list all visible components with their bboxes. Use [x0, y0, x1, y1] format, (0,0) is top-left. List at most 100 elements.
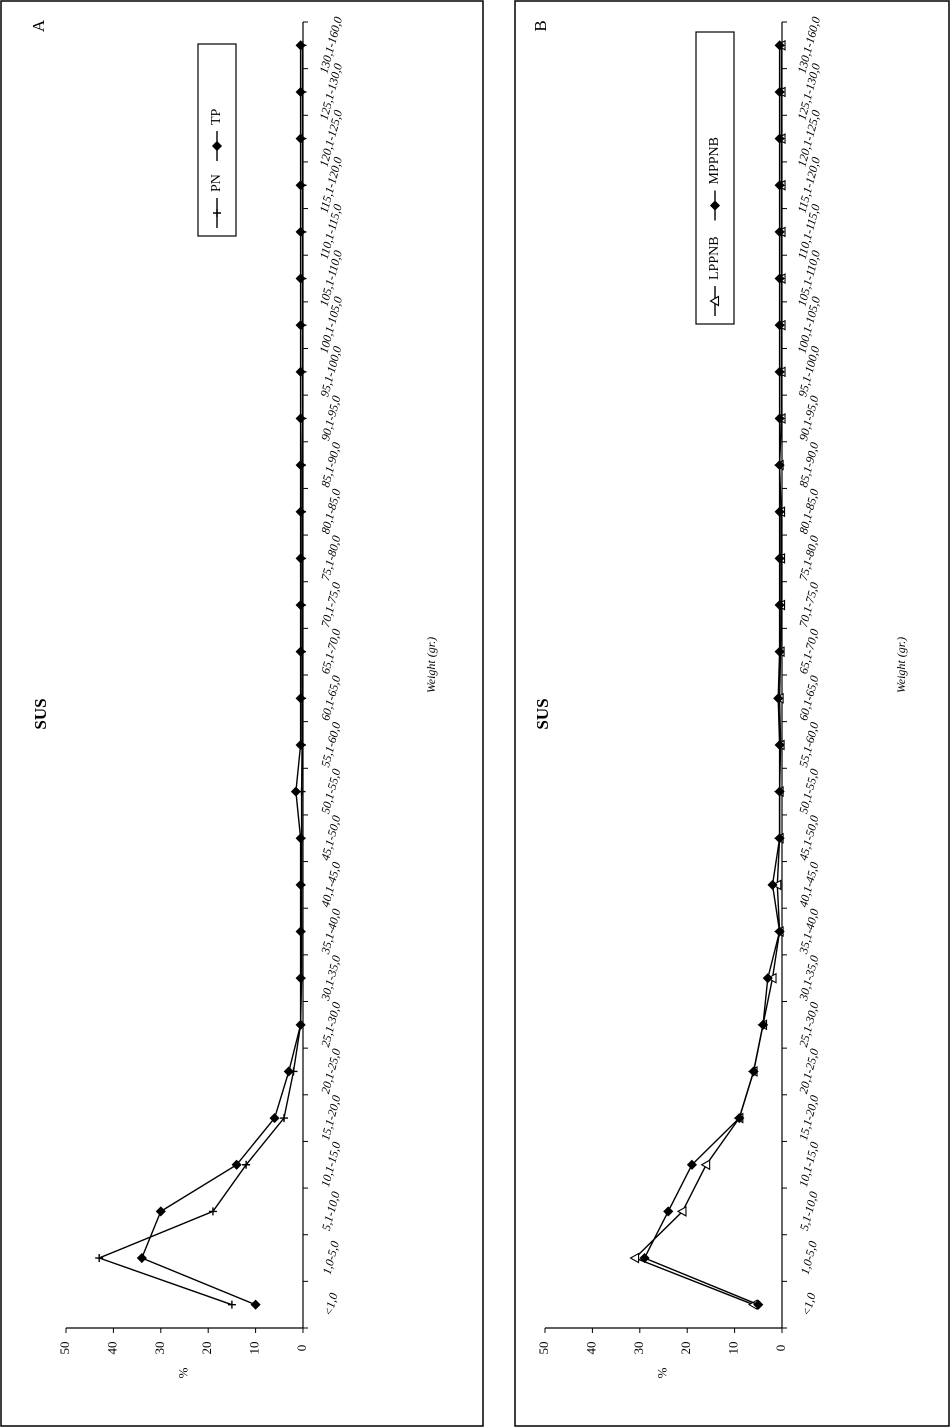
data-point: [295, 833, 306, 844]
category-tick-label: <1,0: [321, 1291, 341, 1317]
data-point: [676, 1205, 687, 1217]
data-point: [774, 553, 785, 564]
category-tick-label: 15,1-20,0: [318, 1094, 343, 1142]
category-tick-label: 85,1-90,0: [318, 441, 343, 489]
data-point: [686, 1159, 698, 1170]
data-point: [774, 366, 785, 377]
data-point: [269, 1113, 280, 1124]
data-point: [295, 879, 306, 890]
value-tick-label: 20: [678, 1342, 693, 1355]
category-tick-label: 25,1-30,0: [318, 1000, 343, 1048]
chart-title: SUS: [533, 698, 552, 729]
panel-frame: [0, 0, 484, 1427]
category-tick-label: 10,1-15,0: [796, 1140, 821, 1188]
data-point: [280, 1114, 289, 1123]
category-tick-label: 60,1-65,0: [796, 674, 821, 722]
value-tick-label: 40: [104, 1342, 119, 1355]
data-point: [136, 1252, 147, 1264]
data-point: [295, 553, 306, 564]
panel-frame: [514, 0, 950, 1427]
data-point: [295, 180, 306, 191]
category-tick-label: 65,1-70,0: [796, 627, 821, 675]
chart-panel-b: B SUS <1,0 1,0-5,0 5,1-10,010,1-15,015,1-20,…: [514, 0, 950, 1427]
category-tick-label: 30,1-35,0: [796, 954, 822, 1003]
value-tick-label: 0: [773, 1345, 788, 1352]
category-tick-label: 55,1-60,0: [796, 721, 821, 769]
category-tick-label: 10,1-15,0: [318, 1140, 343, 1188]
data-point: [774, 506, 785, 517]
data-point: [774, 599, 785, 611]
legend-marker-mppnb: [709, 200, 721, 211]
category-tick-label: 70,1-75,0: [796, 581, 821, 629]
legend: LPPNB MPPNB: [695, 31, 735, 325]
legend-label-pn: PN: [209, 174, 224, 192]
category-axis-label: Weight (gr.): [424, 637, 438, 693]
series-mppnb: [639, 40, 785, 1310]
category-tick-label: 30,1-35,0: [318, 954, 344, 1003]
category-tick-label: 5,1-10,0: [797, 1190, 821, 1232]
category-tick-label: 1,0-5,0: [798, 1239, 820, 1275]
data-point: [295, 86, 306, 98]
series-line-tp: [140, 45, 302, 1306]
data-point: [295, 320, 306, 331]
data-point: [774, 646, 785, 657]
category-tick-label: 25,1-30,0: [796, 1000, 821, 1048]
category-tick-label: 20,1-25,0: [796, 1047, 821, 1095]
value-tick-label: 50: [536, 1342, 551, 1355]
data-point: [295, 226, 306, 237]
data-point: [774, 40, 785, 51]
data-point: [773, 693, 784, 704]
data-point: [748, 1066, 759, 1077]
data-point: [295, 1019, 306, 1030]
category-tick-label: 15,1-20,0: [796, 1094, 821, 1142]
legend-marker-pn: [213, 209, 221, 217]
panel-letter: A: [29, 19, 48, 32]
category-tick-label: 65,1-70,0: [318, 627, 343, 675]
category-tick-label: 55,1-60,0: [318, 721, 343, 769]
data-point: [774, 413, 785, 424]
category-tick-label: 35,1-40,0: [796, 907, 822, 956]
value-tick-label: 50: [57, 1342, 72, 1355]
chart-panel-a: A SUS <1,0 1,0-5,0 5,1-10,010,1-15,015,1-20,…: [0, 0, 484, 1427]
category-tick-label: 75,1-80,0: [318, 534, 343, 582]
category-tick-label: 50,1-55,0: [796, 767, 821, 815]
data-point: [250, 1299, 261, 1310]
legend-label-lppnb: LPPNB: [707, 236, 722, 280]
data-point: [295, 40, 306, 51]
data-point: [774, 180, 785, 191]
data-point: [295, 973, 306, 984]
category-tick-label: 90,1-95,0: [796, 394, 821, 442]
value-tick-label: 0: [294, 1345, 309, 1352]
data-point: [774, 320, 785, 331]
series-line-pn: [97, 45, 304, 1306]
series-line-mppnb: [643, 45, 781, 1306]
legend: PN TP: [197, 43, 237, 237]
chart-title: SUS: [31, 698, 50, 729]
data-point: [762, 973, 773, 984]
data-point: [290, 786, 301, 797]
category-tick-label: 50,1-55,0: [318, 767, 343, 815]
value-tick-label: 30: [631, 1342, 646, 1355]
category-tick-label: 80,1-85,0: [318, 487, 343, 535]
value-tick-label: 10: [247, 1342, 262, 1355]
data-point: [231, 1159, 242, 1170]
category-axis-label: Weight (gr.): [894, 637, 908, 693]
data-point: [95, 1254, 104, 1263]
category-tick-label: 40,1-45,0: [318, 861, 343, 909]
category-tick-label: 80,1-85,0: [796, 487, 821, 535]
data-point: [774, 833, 785, 844]
value-tick-label: 40: [583, 1342, 598, 1355]
value-axis-label: %: [654, 1367, 669, 1378]
legend-label-mppnb: MPPNB: [707, 137, 722, 184]
data-point: [629, 1252, 640, 1264]
data-point: [757, 1019, 769, 1030]
data-point: [663, 1206, 674, 1217]
category-tick-label: 75,1-80,0: [796, 534, 821, 582]
legend-marker-tp: [211, 140, 223, 152]
series-tp: [136, 40, 306, 1310]
data-point: [242, 1160, 251, 1169]
value-axis-label: %: [175, 1367, 190, 1378]
category-tick-label: 85,1-90,0: [796, 441, 821, 489]
legend-box: [695, 31, 735, 325]
